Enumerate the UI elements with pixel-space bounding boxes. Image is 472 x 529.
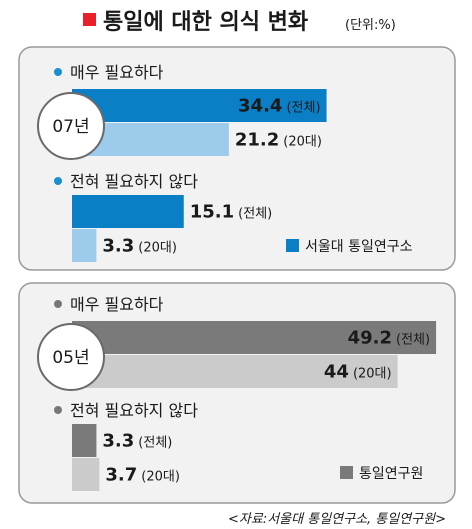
bar-20s <box>72 355 398 388</box>
bar-series-name: (전체) <box>138 436 172 451</box>
bar-total <box>72 424 97 457</box>
bar-total <box>72 89 327 122</box>
question-label: 전혀 필요하지 않다 <box>70 172 198 191</box>
bar-20s <box>72 229 97 262</box>
bar-value-label: 44 (20대) <box>324 362 392 383</box>
year-label: 07년 <box>52 117 89 137</box>
year-badge: 07년 <box>37 92 105 160</box>
legend-label: 통일연구원 <box>359 466 423 482</box>
bar-value: 44 <box>324 362 349 383</box>
bar-series-name: (20대) <box>353 367 392 382</box>
bar-value-label: 3.7 (20대) <box>105 465 180 486</box>
bar-value: 34.4 <box>238 96 282 117</box>
bar-value-label: 21.2 (20대) <box>235 130 322 151</box>
bar-value-label: 34.4 (전체) <box>238 96 321 117</box>
bar-group: 15.1 (전체) 3.3 (20대) <box>72 195 272 262</box>
year-label: 05년 <box>52 348 89 368</box>
bar-series-name: (20대) <box>283 135 322 150</box>
bar-series-name: (20대) <box>138 241 177 256</box>
bar-series-name: (전체) <box>286 101 320 116</box>
legend: 통일연구원 <box>340 466 423 482</box>
question-label: 매우 필요하다 <box>70 295 164 314</box>
bar-value: 49.2 <box>348 328 392 349</box>
legend-swatch <box>286 239 299 252</box>
bar-20s <box>72 458 100 491</box>
chart-title: 통일에 대한 의식 변화 <box>103 10 308 35</box>
legend-label: 서울대 통일연구소 <box>305 239 413 255</box>
question-bullet <box>54 177 62 185</box>
bar-series-name: (전체) <box>396 333 430 348</box>
bar-group: 3.3 (전체)3.7 (20대) <box>72 424 180 491</box>
bar-value-label: 3.3 (전체) <box>102 431 172 452</box>
bar-value: 3.3 <box>102 431 134 452</box>
bar-value-label: 3.3 (20대) <box>102 236 177 257</box>
bar-value: 3.7 <box>105 465 137 486</box>
bar-total <box>72 321 437 354</box>
question-bullet <box>54 406 62 414</box>
legend-swatch <box>340 466 353 479</box>
legend: 서울대 통일연구소 <box>286 239 413 255</box>
bar-value-label: 15.1 (전체) <box>190 202 272 223</box>
title-marker <box>83 13 96 26</box>
question-bullet <box>54 68 62 76</box>
question-bullet <box>54 300 62 308</box>
bar-series-name: (전체) <box>238 207 272 222</box>
year-badge-circle <box>37 92 105 160</box>
bar-total <box>72 195 184 228</box>
bar-value: 21.2 <box>235 130 279 151</box>
bar-value: 15.1 <box>190 202 234 223</box>
year-badge: 05년 <box>37 323 105 391</box>
year-badge-circle <box>37 323 105 391</box>
bar-series-name: (20대) <box>141 470 180 485</box>
chart-unit: (단위:%) <box>345 18 396 33</box>
bar-group: 49.2 (전체) 44 (20대) <box>72 321 437 388</box>
question-label: 전혀 필요하지 않다 <box>70 401 198 420</box>
bar-value: 3.3 <box>102 236 134 257</box>
bar-value-label: 49.2 (전체) <box>348 328 431 349</box>
source-note: <자료:서울대 통일연구소, 통일연구원> <box>228 512 446 527</box>
question-label: 매우 필요하다 <box>70 63 164 82</box>
